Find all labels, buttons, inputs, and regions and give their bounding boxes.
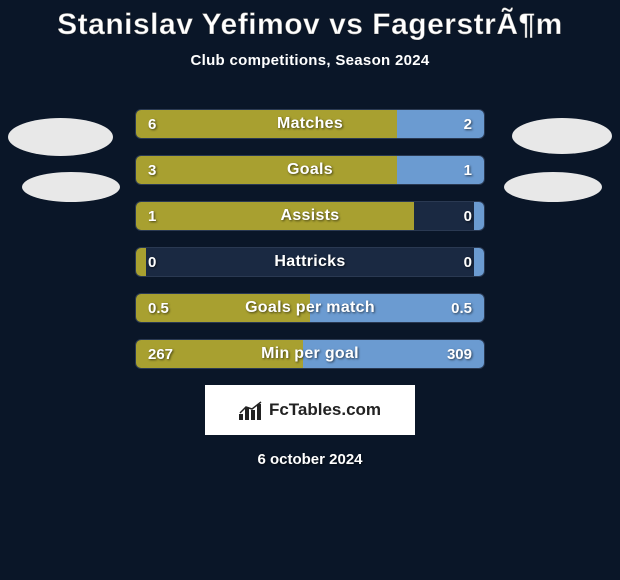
date-label: 6 october 2024: [0, 451, 620, 468]
stat-label: Matches: [136, 110, 484, 138]
stat-row: 62Matches: [135, 109, 485, 139]
fctables-logo-icon: [239, 400, 263, 420]
player2-avatar-placeholder: [512, 118, 612, 154]
subtitle: Club competitions, Season 2024: [0, 52, 620, 69]
stat-label: Hattricks: [136, 248, 484, 276]
player1-avatar-placeholder-2: [22, 172, 120, 202]
player2-avatar-placeholder-2: [504, 172, 602, 202]
stat-row: 10Assists: [135, 201, 485, 231]
stat-label: Assists: [136, 202, 484, 230]
stat-row: 31Goals: [135, 155, 485, 185]
vs-label: vs: [329, 8, 363, 41]
logo-box[interactable]: FcTables.com: [205, 385, 415, 435]
stat-row: 267309Min per goal: [135, 339, 485, 369]
player1-name: Stanislav Yefimov: [57, 8, 320, 41]
stat-label: Min per goal: [136, 340, 484, 368]
logo-text: FcTables.com: [269, 400, 381, 420]
player1-avatar-placeholder: [8, 118, 113, 156]
stat-row: 0.50.5Goals per match: [135, 293, 485, 323]
stats-chart: 62Matches 31Goals 10Assists 00Hattricks 0.50…: [135, 109, 485, 369]
player2-name: FagerstrÃ¶m: [372, 8, 563, 41]
stat-row: 00Hattricks: [135, 247, 485, 277]
comparison-card: Stanislav Yefimov vs FagerstrÃ¶m Club co…: [0, 0, 620, 468]
page-title: Stanislav Yefimov vs FagerstrÃ¶m: [0, 8, 620, 42]
stat-label: Goals: [136, 156, 484, 184]
stat-label: Goals per match: [136, 294, 484, 322]
